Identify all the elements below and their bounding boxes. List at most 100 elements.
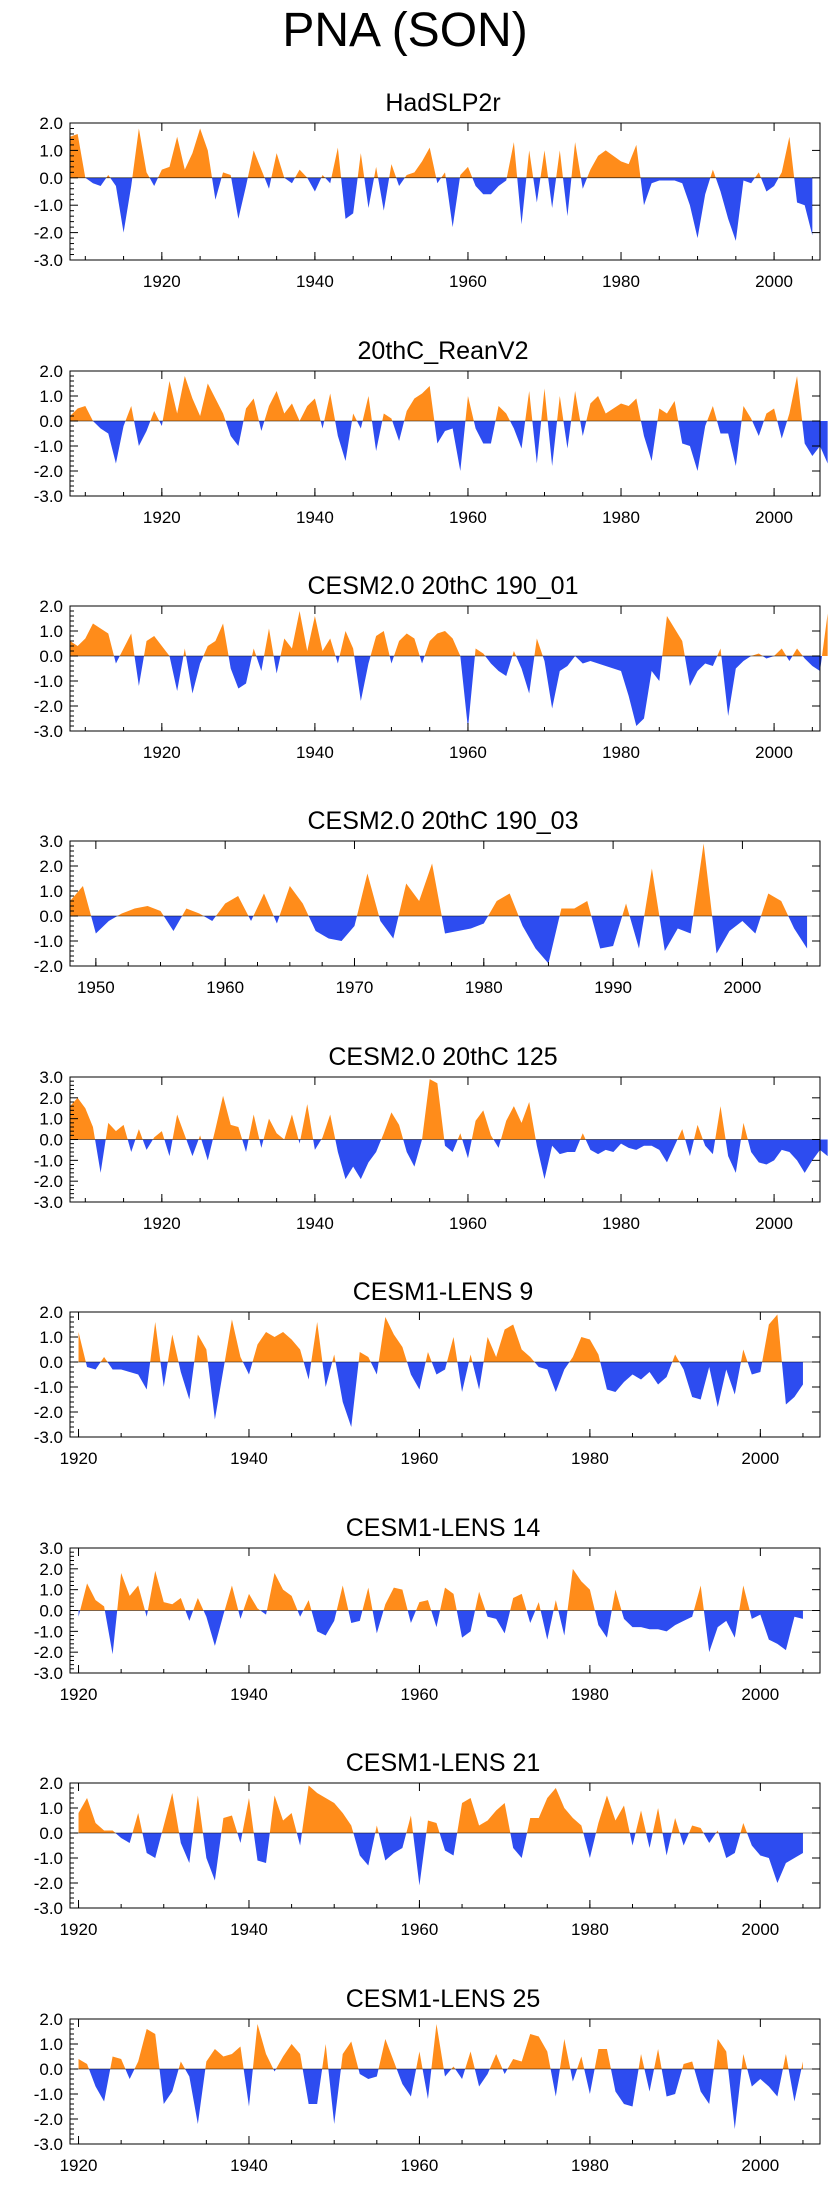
panel-title: CESM1-LENS 25 <box>346 1985 541 2013</box>
x-tick-label: 1920 <box>60 1685 98 1704</box>
plot-frame <box>69 605 821 732</box>
positive-area <box>78 1785 803 1833</box>
plot-frame <box>69 1782 821 1909</box>
y-tick-label: -3.0 <box>34 1193 63 1212</box>
y-tick-label: 3.0 <box>39 832 63 851</box>
x-tick-label: 1940 <box>296 272 334 291</box>
x-tick-label: 1960 <box>401 1685 439 1704</box>
x-tick-label: 1940 <box>230 1449 268 1468</box>
x-tick-label: 2000 <box>755 743 793 762</box>
x-tick-label: 1940 <box>230 1685 268 1704</box>
x-tick-label: 2000 <box>723 978 761 997</box>
y-tick-label: -2.0 <box>34 224 63 243</box>
x-tick-label: 1950 <box>77 978 115 997</box>
x-tick-label: 1960 <box>449 743 487 762</box>
y-tick-label: 2.0 <box>39 2010 63 2029</box>
x-tick-label: 1980 <box>571 2156 609 2175</box>
y-tick-label: 0.0 <box>39 1602 63 1621</box>
panel-title: CESM1-LENS 14 <box>346 1514 541 1542</box>
y-tick-label: -3.0 <box>34 1428 63 1447</box>
y-tick-label: -2.0 <box>34 1403 63 1422</box>
panel-cesm1-lens-14: CESM1-LENS 14 3.0 2.0 1.0 0.0-1.0 -2.0 -3.0 192… <box>34 1514 821 1704</box>
y-tick-label: 1.0 <box>39 141 63 160</box>
plot-frame <box>69 840 821 967</box>
x-tick-label: 1980 <box>602 743 640 762</box>
plot-frame <box>69 370 821 497</box>
panel-cesm1-lens-21: CESM1-LENS 21 2.0 1.0 0.0 -1.0 -2.0 -3.0 1920 19… <box>34 1749 821 1939</box>
x-tick-label: 1960 <box>449 508 487 527</box>
positive-area <box>78 1314 803 1362</box>
y-tick-label: -1.0 <box>34 196 63 215</box>
x-tick-label: 1980 <box>465 978 503 997</box>
y-tick-label: 2.0 <box>39 1560 63 1579</box>
panel-cesm2-0-20thc-190-03: CESM2.0 20thC 190_03 3.0 2.0 1.0 0.0 -1.0 -2.0… <box>34 807 821 997</box>
y-tick-label: -3.0 <box>34 1899 63 1918</box>
y-tick-label: 0.0 <box>39 647 63 666</box>
y-tick-label: -3.0 <box>34 722 63 741</box>
panel-title: HadSLP2r <box>385 89 500 117</box>
y-tick-label: 1.0 <box>39 882 63 901</box>
y-tick-label: 3.0 <box>39 1539 63 1558</box>
x-tick-label: 2000 <box>741 1920 779 1939</box>
y-tick-label: -2.0 <box>34 697 63 716</box>
x-tick-label: 1960 <box>401 1449 439 1468</box>
x-tick-label: 1960 <box>449 272 487 291</box>
negative-area <box>78 1610 803 1655</box>
negative-area <box>78 2069 803 2129</box>
y-tick-label: 1.0 <box>39 1799 63 1818</box>
y-tick-label: 2.0 <box>39 1774 63 1793</box>
negative-area <box>78 1833 803 1886</box>
y-tick-label: 2.0 <box>39 1303 63 1322</box>
y-tick-label: 1.0 <box>39 1328 63 1347</box>
x-tick-label: 1920 <box>143 1214 181 1233</box>
x-tick-label: 1940 <box>296 508 334 527</box>
negative-area <box>70 916 808 964</box>
negative-area <box>70 421 828 471</box>
y-tick-label: -2.0 <box>34 1172 63 1191</box>
x-tick-label: 1920 <box>60 2156 98 2175</box>
x-tick-label: 1940 <box>230 1920 268 1939</box>
x-tick-label: 1920 <box>143 508 181 527</box>
x-tick-label: 1980 <box>602 1214 640 1233</box>
x-tick-label: 1980 <box>571 1920 609 1939</box>
panel-hadslp2r: HadSLP2r 2.0 1.0 0.0 -1.0 -2.0 -3.0 1920 1940 196… <box>34 89 821 291</box>
x-tick-label: 2000 <box>755 508 793 527</box>
panel-cesm2-0-20thc-125: CESM2.0 20thC 125 3.0 2.0 1.0 0.0-1.0 -2.0 -3.… <box>34 1043 828 1233</box>
x-tick-label: 1960 <box>401 1920 439 1939</box>
panel-cesm1-lens-9: CESM1-LENS 9 2.0 1.0 0.0 -1.0 -2.0 -3.0 1920 194… <box>34 1278 821 1468</box>
plot-frame <box>69 122 821 261</box>
y-tick-label: 2.0 <box>39 1089 63 1108</box>
x-tick-label: 2000 <box>741 1685 779 1704</box>
y-tick-label: -2.0 <box>34 1643 63 1662</box>
panel-title: CESM2.0 20thC 190_01 <box>307 572 578 600</box>
y-tick-label: 1.0 <box>39 1581 63 1600</box>
x-tick-label: 1990 <box>594 978 632 997</box>
y-tick-label: -2.0 <box>34 2110 63 2129</box>
x-tick-label: 2000 <box>755 272 793 291</box>
panel-cesm2-0-20thc-190-01: CESM2.0 20thC 190_01 2.0 1.0 0.0 -1.0 -2.0 -3.… <box>34 572 828 762</box>
positive-area <box>70 843 808 916</box>
y-tick-label: 0.0 <box>39 412 63 431</box>
panel-title: CESM2.0 20thC 190_03 <box>307 807 578 835</box>
panel-cesm1-lens-25: CESM1-LENS 25 2.0 1.0 0.0 -1.0 -2.0 -3.0 1920 19… <box>34 1985 821 2175</box>
y-tick-label: 2.0 <box>39 857 63 876</box>
x-tick-label: 2000 <box>755 1214 793 1233</box>
x-tick-label: 1920 <box>60 1920 98 1939</box>
y-tick-label: 0.0 <box>39 1353 63 1372</box>
negative-area <box>70 656 828 729</box>
positive-area <box>70 1079 828 1140</box>
y-tick-label: -3.0 <box>34 251 63 270</box>
positive-area <box>70 611 828 656</box>
x-tick-label: 2000 <box>741 1449 779 1468</box>
y-tick-label: -1.0 <box>34 1151 63 1170</box>
y-tick-label: 1.0 <box>39 2035 63 2054</box>
positive-area <box>70 128 813 178</box>
y-tick-label: -1.0 <box>34 437 63 456</box>
y-tick-label: -1.0 <box>34 672 63 691</box>
y-tick-label: 2.0 <box>39 597 63 616</box>
y-tick-label: -2.0 <box>34 462 63 481</box>
positive-area <box>78 2024 803 2069</box>
y-tick-label: 0.0 <box>39 1131 63 1150</box>
y-tick-label: -1.0 <box>34 1378 63 1397</box>
